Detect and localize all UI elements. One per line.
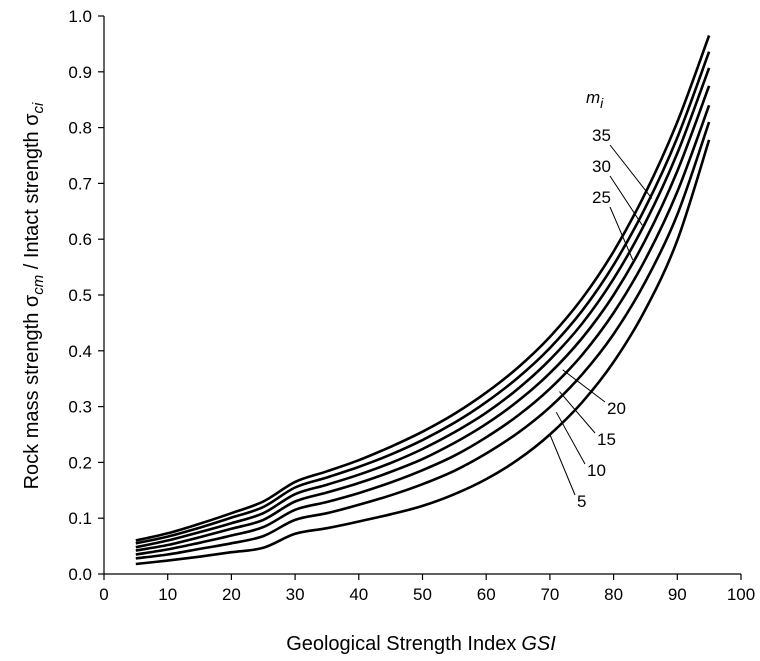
y-tick-label: 0.3	[68, 398, 92, 417]
leader-line-mi-15	[559, 391, 596, 434]
x-tick-label: 40	[349, 585, 368, 604]
x-axis-title: Geological Strength Index GSI	[286, 633, 556, 655]
leader-line-mi-25	[609, 206, 634, 261]
y-axis-title-main: Rock mass strength σ	[21, 294, 43, 489]
text-layer: Rock mass strength σcm / Intact strength…	[21, 88, 604, 655]
legend-title-sub: i	[600, 95, 604, 111]
legend-title: mi	[586, 88, 604, 111]
curve-label-mi-10: 10	[587, 461, 606, 480]
leader-line-mi-35	[609, 144, 653, 199]
leader-line-mi-10	[555, 411, 586, 465]
annotation-layer: 35 30 25 20 15 105	[549, 126, 653, 511]
x-tick-label: 70	[540, 585, 559, 604]
y-axis-title-mid: / Intact strength σ	[21, 113, 43, 275]
x-tick-label: 60	[477, 585, 496, 604]
series-line-mi-15	[135, 104, 711, 556]
x-tick-label: 50	[413, 585, 432, 604]
legend-title-main: m	[586, 88, 600, 107]
series-line-mi-25	[135, 67, 711, 549]
x-tick-label: 0	[99, 585, 108, 604]
leader-line-mi-30	[609, 175, 643, 226]
curve-label-mi-20: 20	[607, 399, 626, 418]
x-tick-label: 100	[727, 585, 755, 604]
series-line-mi-20	[135, 85, 711, 552]
curve-label-mi-15: 15	[597, 430, 616, 449]
curve-label-mi-25: 25	[592, 188, 611, 207]
y-tick-label: 0.8	[68, 119, 92, 138]
series-line-mi-5	[135, 139, 711, 566]
curve-label-mi-5: 5	[577, 492, 586, 511]
y-tick-label: 1.0	[68, 7, 92, 26]
y-axis-title-sub1: cm	[30, 275, 47, 295]
x-tick-label: 80	[604, 585, 623, 604]
x-tick-label: 30	[286, 585, 305, 604]
x-tick-label: 10	[158, 585, 177, 604]
y-tick-label: 0.7	[68, 174, 92, 193]
leader-line-mi-5	[549, 434, 576, 496]
y-axis-title: Rock mass strength σcm / Intact strength…	[21, 102, 47, 489]
leader-line-mi-20	[562, 369, 606, 403]
y-tick-label: 0.1	[68, 509, 92, 528]
series-line-mi-35	[135, 35, 711, 542]
y-tick-label: 0.0	[68, 565, 92, 584]
x-axis-title-main: Geological Strength Index	[286, 633, 516, 655]
x-tick-label: 20	[222, 585, 241, 604]
x-tick-label: 90	[668, 585, 687, 604]
axes-layer: 0 10 20 30 40 50 60 70 80 90 100 0.0 0.1 0.2 0.3 0.4 0.5…	[68, 7, 755, 604]
series-line-mi-30	[135, 51, 711, 545]
curve-label-mi-30: 30	[592, 157, 611, 176]
y-tick-label: 0.5	[68, 286, 92, 305]
y-tick-label: 0.9	[68, 63, 92, 82]
curve-label-mi-35: 35	[592, 126, 611, 145]
x-axis-title-italic: GSI	[521, 633, 556, 655]
series-layer	[135, 35, 711, 566]
series-line-mi-10	[135, 121, 711, 560]
y-tick-label: 0.4	[68, 342, 92, 361]
y-axis-title-sub2: ci	[30, 102, 47, 114]
y-tick-label: 0.2	[68, 453, 92, 472]
y-tick-label: 0.6	[68, 230, 92, 249]
